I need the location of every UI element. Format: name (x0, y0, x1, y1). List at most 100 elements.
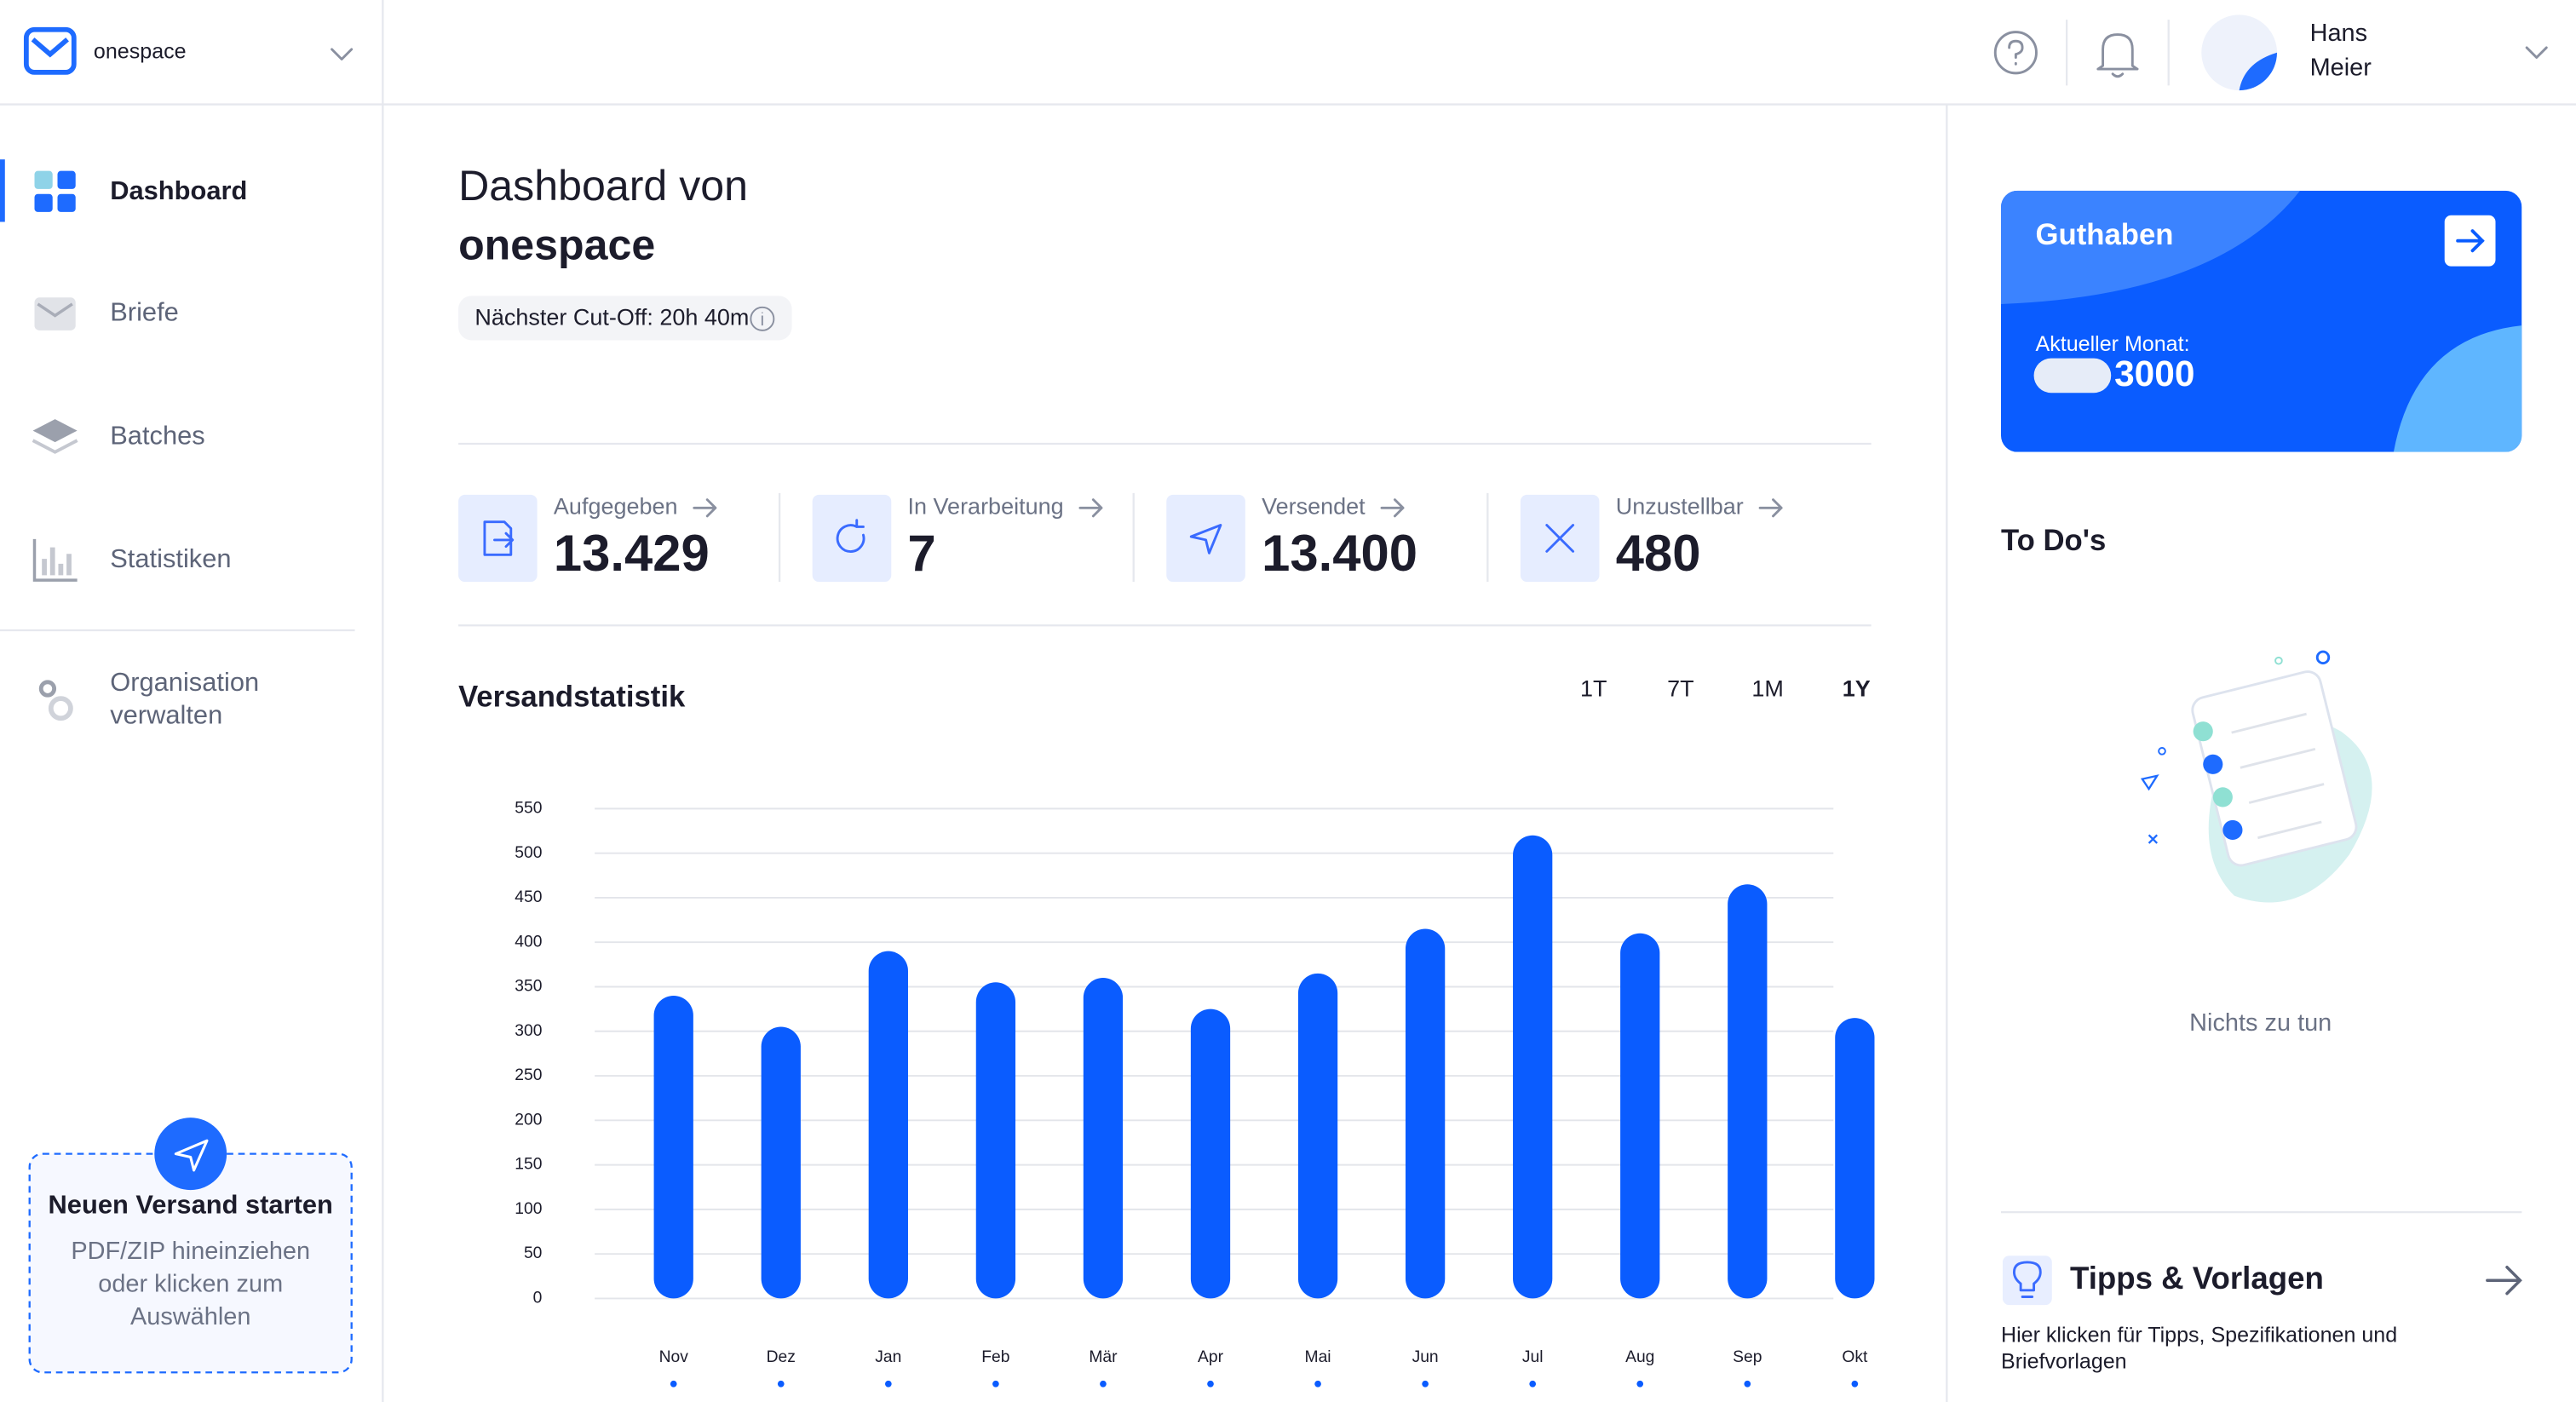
stat-icon (1189, 524, 1222, 554)
x-dot (992, 1380, 999, 1388)
bar (1728, 884, 1768, 1299)
x-dot (1851, 1380, 1859, 1388)
icon (48, 696, 73, 721)
brand-switcher[interactable]: onespace (23, 26, 354, 75)
nav-statistiken[interactable]: Statistiken (32, 538, 232, 582)
brand-name: onespace (94, 39, 187, 63)
upload-icon (154, 1118, 227, 1191)
stat-card[interactable]: Versendet 13.400 (1166, 493, 1417, 583)
upload-dropzone[interactable]: Neuen Versand starten PDF/ZIP hineinzieh… (28, 1118, 353, 1374)
upload-text: oder klicken zum (98, 1271, 283, 1298)
x-dot (777, 1380, 785, 1388)
cutoff-text: Nächster Cut-Off: 20h 40m (474, 304, 749, 330)
chevron (2525, 46, 2548, 59)
period-selector: 1T 7T 1M 1Y (1580, 676, 1871, 702)
chevron (331, 48, 354, 60)
stat-icon (1545, 524, 1575, 553)
nav-label: Briefe (110, 297, 179, 327)
dot (2274, 656, 2283, 665)
stat-card[interactable]: In Verarbeitung 7 (812, 493, 1103, 583)
period-button[interactable]: 1M (1751, 676, 1784, 702)
bar (975, 982, 1016, 1299)
page-title: Dashboard von (458, 162, 748, 210)
bar (1083, 978, 1124, 1299)
icon (38, 680, 57, 698)
icon (37, 302, 73, 318)
bar (868, 951, 908, 1299)
help-button[interactable] (1993, 31, 2038, 75)
x-tick-label: Dez (767, 1348, 796, 1366)
stat-card[interactable]: Aufgegeben 13.429 (458, 493, 717, 583)
lines (2231, 712, 2325, 840)
stat-label: In Verarbeitung (908, 493, 1064, 519)
y-tick-label: 400 (515, 933, 542, 951)
y-tick-label: 550 (515, 799, 542, 817)
stat-icon-bg (1166, 494, 1245, 583)
help-icon (1993, 31, 2038, 75)
icon (32, 419, 78, 443)
check (2212, 787, 2233, 807)
arrow-icon (1078, 498, 1103, 518)
bar (1620, 933, 1660, 1299)
y-tick-label: 150 (515, 1156, 542, 1174)
stats-row: Aufgegeben 13.429 In Verarbeitung 7 Versende… (458, 492, 1783, 583)
nav-label: Dashboard (110, 175, 247, 205)
arrow-icon (1380, 498, 1405, 518)
stat-card[interactable]: Unzustellbar 480 (1520, 493, 1783, 583)
chart: 0 50 100 150 200 250 300 350 400 450 500 550 Nov Dez J… (515, 799, 1875, 1388)
nav-organisation[interactable]: Organisation verwalten (38, 667, 259, 730)
icon (32, 439, 78, 454)
check (2193, 721, 2213, 742)
empty-illustration (2140, 650, 2372, 903)
bar (1297, 973, 1338, 1299)
stat-value: 13.429 (554, 525, 710, 582)
x-tick-label: Nov (659, 1348, 689, 1366)
card-title: Guthaben (2036, 219, 2174, 251)
info-icon (750, 306, 775, 331)
plane (2140, 774, 2159, 791)
nav-briefe[interactable]: Briefe (34, 297, 179, 330)
upload-title: Neuen Versand starten (49, 1190, 333, 1220)
x-dot (670, 1380, 677, 1388)
y-tick-label: 250 (515, 1066, 542, 1084)
nav-label: Organisation (110, 667, 259, 697)
notifications-button[interactable] (2096, 33, 2139, 78)
x-tick-label: Mär (1089, 1348, 1118, 1366)
upload-text: PDF/ZIP hineinziehen (71, 1238, 310, 1265)
bar (1405, 928, 1446, 1299)
nav-dashboard[interactable]: Dashboard (34, 170, 248, 212)
nav-batches[interactable]: Batches (32, 419, 205, 454)
upload-text: Auswählen (130, 1303, 250, 1330)
y-tick-label: 0 (533, 1290, 543, 1307)
x-dot (1207, 1380, 1214, 1388)
x-tick-label: Jan (875, 1348, 901, 1366)
dot (2315, 650, 2331, 665)
stat-label: Versendet (1262, 493, 1366, 519)
check (2203, 754, 2223, 774)
tips-link[interactable]: Tipps & Vorlagen Hier klicken für Tipps,… (2001, 1255, 2522, 1373)
y-tick-label: 450 (515, 888, 542, 906)
x-tick-label: Sep (1733, 1348, 1762, 1366)
user-menu[interactable]: Hans Meier (2201, 14, 2548, 91)
period-button[interactable]: 1Y (1843, 676, 1871, 702)
x-dot (1100, 1380, 1107, 1388)
icon (34, 193, 53, 212)
x-tick-label: Aug (1625, 1348, 1654, 1366)
stat-label: Aufgegeben (554, 493, 678, 519)
tips-text: Briefvorlagen (2001, 1349, 2127, 1373)
balance-card[interactable]: Guthaben Aktueller Monat: 3000 (2001, 190, 2522, 452)
icon (34, 170, 53, 189)
cutoff-pill (458, 296, 792, 341)
period-button[interactable]: 7T (1667, 676, 1694, 702)
user-first: Hans (2310, 20, 2368, 47)
x-tick-label: Jul (1522, 1348, 1544, 1366)
logo (23, 26, 77, 75)
nav-label: Batches (110, 420, 204, 450)
x-dot (1744, 1380, 1751, 1388)
period-button[interactable]: 1T (1580, 676, 1607, 702)
card-shape (2393, 325, 2522, 452)
stat-value: 480 (1616, 525, 1701, 582)
y-tick-label: 200 (515, 1111, 542, 1129)
